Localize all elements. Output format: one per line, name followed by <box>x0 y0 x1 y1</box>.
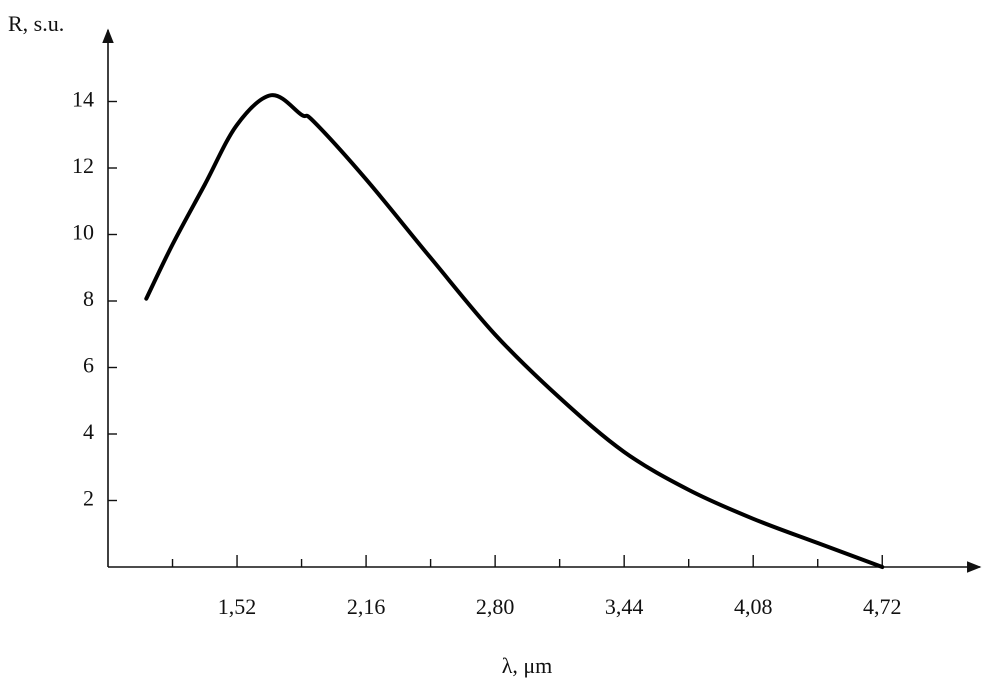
y-tick-label: 14 <box>72 87 94 112</box>
x-tick-label: 3,44 <box>605 594 644 619</box>
y-tick-label: 12 <box>72 153 94 178</box>
x-axis-label: λ, μm <box>502 653 553 678</box>
x-tick-label: 4,08 <box>734 594 773 619</box>
x-tick-label: 1,52 <box>218 594 257 619</box>
y-tick-label: 6 <box>83 353 94 378</box>
y-tick-label: 8 <box>83 286 94 311</box>
y-tick-label: 10 <box>72 220 94 245</box>
x-tick-label: 4,72 <box>863 594 902 619</box>
x-tick-label: 2,16 <box>347 594 386 619</box>
y-tick-label: 2 <box>83 486 94 511</box>
data-line <box>144 93 885 569</box>
y-axis-label: R, s.u. <box>8 11 64 36</box>
x-tick-label: 2,80 <box>476 594 515 619</box>
y-tick-label: 4 <box>83 419 94 444</box>
